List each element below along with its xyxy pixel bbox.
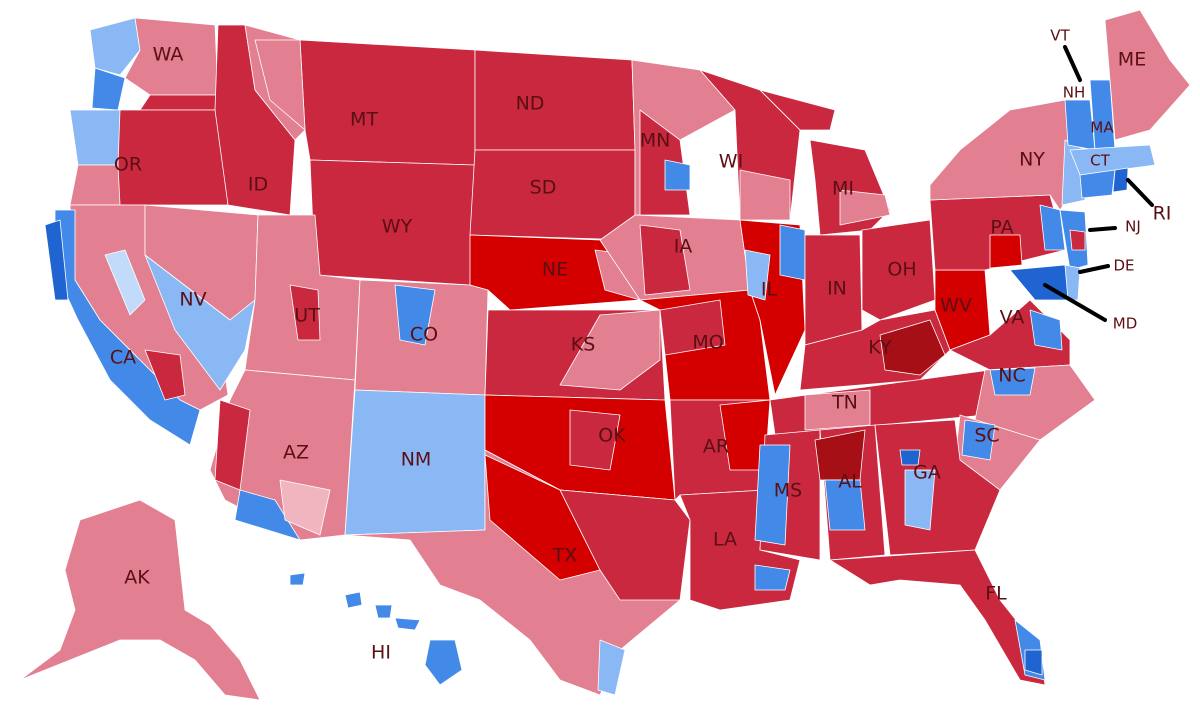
- state-pa[interactable]: [929, 194, 1066, 271]
- label-ms: MS: [774, 480, 802, 502]
- state-nv[interactable]: [144, 204, 259, 391]
- label-mn: MN: [640, 130, 671, 152]
- leader-lines: [1043, 45, 1154, 322]
- label-ca: CA: [110, 347, 136, 369]
- label-ia: IA: [674, 236, 693, 258]
- label-fl: FL: [985, 583, 1007, 605]
- label-nh: NH: [1063, 84, 1086, 102]
- leader-vt: [1063, 45, 1082, 82]
- label-ny: NY: [1019, 149, 1045, 171]
- state-il[interactable]: [739, 219, 806, 396]
- state-mi[interactable]: [759, 89, 891, 236]
- leader-de: [1078, 264, 1110, 274]
- label-al: AL: [838, 471, 862, 493]
- state-me[interactable]: [1104, 9, 1191, 141]
- state-mn[interactable]: [631, 59, 736, 216]
- label-az: AZ: [283, 442, 309, 464]
- label-nj: NJ: [1125, 218, 1141, 236]
- state-az[interactable]: [209, 369, 356, 541]
- state-or[interactable]: [69, 109, 229, 206]
- label-il: IL: [761, 279, 778, 301]
- state-ia[interactable]: [599, 214, 751, 301]
- state-nd[interactable]: [474, 49, 636, 151]
- state-ok[interactable]: [484, 394, 676, 501]
- label-tx: TX: [552, 545, 578, 567]
- label-ut: UT: [294, 305, 320, 327]
- label-ks: KS: [571, 334, 596, 356]
- label-la: LA: [713, 529, 737, 551]
- state-al[interactable]: [814, 424, 886, 561]
- label-vt: VT: [1050, 27, 1070, 45]
- state-ct[interactable]: [1079, 169, 1116, 199]
- state-de[interactable]: [1064, 264, 1081, 301]
- label-hi: HI: [371, 642, 391, 664]
- label-in: IN: [827, 278, 847, 300]
- state-ga[interactable]: [874, 419, 1001, 556]
- state-nc[interactable]: [974, 364, 1096, 441]
- label-pa: PA: [990, 217, 1013, 239]
- label-ne: NE: [542, 259, 568, 281]
- label-mi: MI: [832, 178, 854, 200]
- state-tx[interactable]: [344, 449, 691, 696]
- label-sc: SC: [974, 425, 999, 447]
- state-mo[interactable]: [639, 289, 771, 401]
- state-ak[interactable]: [19, 499, 261, 701]
- state-ms[interactable]: [754, 429, 821, 561]
- label-wv: WV: [940, 295, 972, 317]
- label-nd: ND: [516, 93, 545, 115]
- state-wa[interactable]: [89, 17, 219, 111]
- state-labels: WA OR CA NV ID MT WY UT AZ CO NM ND SD N…: [110, 27, 1172, 664]
- label-mt: MT: [350, 109, 378, 131]
- state-hi[interactable]: [289, 572, 463, 686]
- label-md: MD: [1113, 315, 1138, 333]
- label-ct: CT: [1090, 152, 1110, 170]
- leader-nj: [1088, 226, 1117, 232]
- label-wi: WI: [719, 151, 743, 173]
- label-ar: AR: [703, 436, 729, 458]
- label-id: ID: [248, 174, 268, 196]
- state-va[interactable]: [949, 299, 1071, 371]
- state-co[interactable]: [354, 279, 489, 396]
- label-tn: TN: [831, 392, 858, 414]
- state-ma[interactable]: [1069, 144, 1156, 176]
- label-nv: NV: [179, 289, 206, 311]
- state-wi[interactable]: [699, 69, 801, 221]
- label-ak: AK: [124, 567, 150, 589]
- label-nm: NM: [401, 449, 432, 471]
- label-wy: WY: [382, 216, 413, 238]
- label-me: ME: [1118, 49, 1146, 71]
- label-sd: SD: [530, 177, 557, 199]
- label-oh: OH: [887, 259, 916, 281]
- label-co: CO: [410, 324, 438, 346]
- label-mo: MO: [692, 332, 723, 354]
- leader-ri: [1126, 178, 1154, 207]
- label-ri: RI: [1153, 203, 1172, 225]
- state-fl[interactable]: [829, 549, 1046, 686]
- label-or: OR: [114, 154, 142, 176]
- state-ca[interactable]: [44, 204, 229, 446]
- state-ar[interactable]: [669, 399, 771, 501]
- label-wa: WA: [153, 44, 184, 66]
- leader-md: [1043, 283, 1107, 322]
- label-ma: MA: [1090, 119, 1114, 137]
- state-ri[interactable]: [1112, 167, 1129, 193]
- state-mt[interactable]: [254, 39, 476, 166]
- label-ok: OK: [598, 425, 626, 447]
- state-nj[interactable]: [1059, 209, 1089, 271]
- label-de: DE: [1113, 257, 1134, 275]
- state-ny[interactable]: [929, 99, 1086, 211]
- label-va: VA: [1000, 307, 1025, 329]
- label-ga: GA: [913, 462, 941, 484]
- state-oh[interactable]: [861, 219, 936, 321]
- label-ky: KY: [868, 337, 892, 359]
- label-nc: NC: [998, 365, 1025, 387]
